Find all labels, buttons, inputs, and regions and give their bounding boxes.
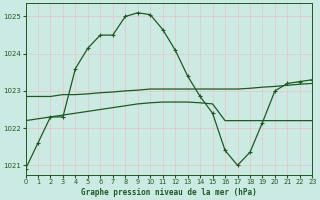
X-axis label: Graphe pression niveau de la mer (hPa): Graphe pression niveau de la mer (hPa) <box>81 188 257 197</box>
